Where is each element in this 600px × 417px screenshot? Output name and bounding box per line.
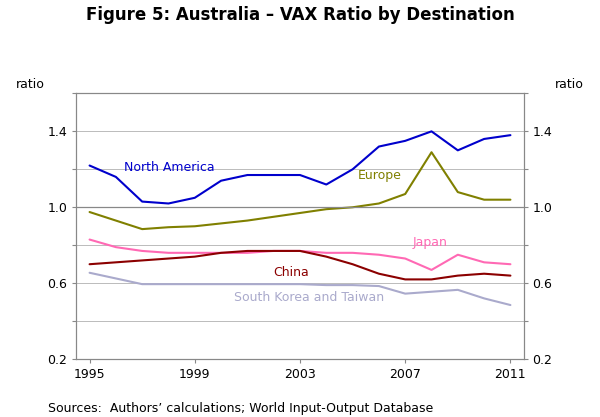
Text: South Korea and Taiwan: South Korea and Taiwan [234,291,385,304]
Text: Europe: Europe [358,168,402,181]
Text: Figure 5: Australia – VAX Ratio by Destination: Figure 5: Australia – VAX Ratio by Desti… [86,6,514,24]
Text: China: China [274,266,310,279]
Text: Japan: Japan [413,236,448,249]
Text: ratio: ratio [16,78,45,91]
Text: ratio: ratio [555,78,584,91]
Text: Sources:  Authors’ calculations; World Input-Output Database: Sources: Authors’ calculations; World In… [48,402,433,415]
Text: North America: North America [124,161,214,174]
